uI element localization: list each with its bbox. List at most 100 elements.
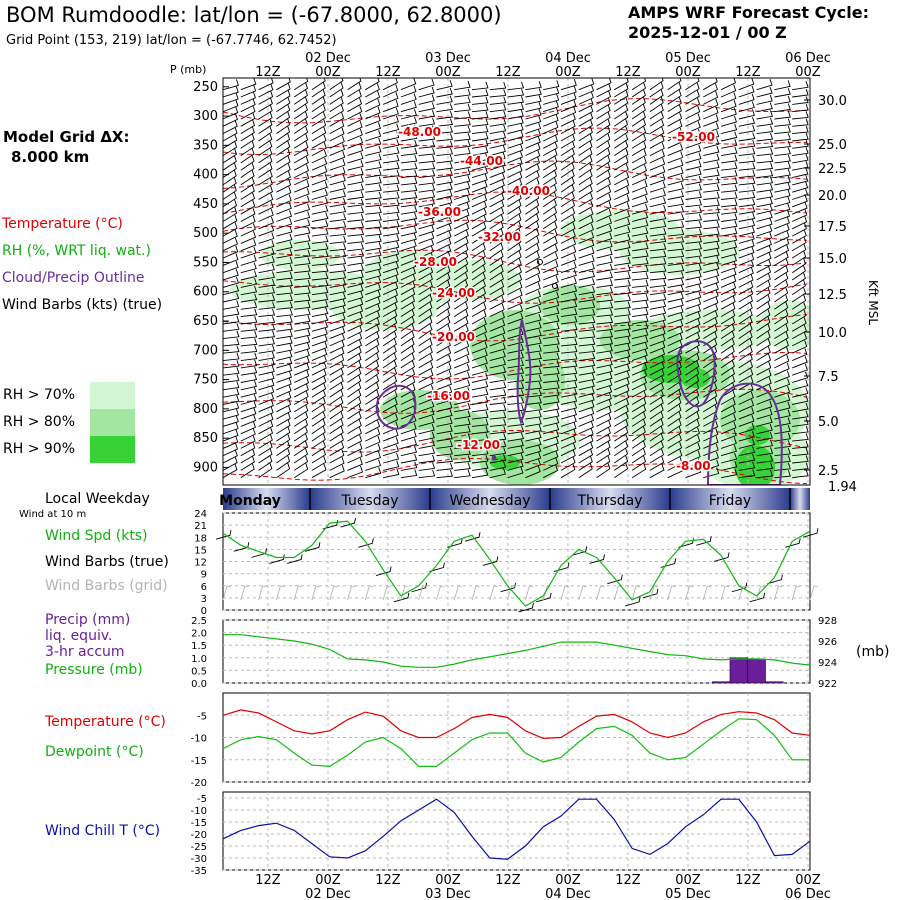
wind-barb <box>223 352 240 362</box>
wind-barb <box>525 115 542 127</box>
wind-barb <box>632 293 649 303</box>
wind-barb <box>614 78 629 91</box>
wind-barb <box>792 348 808 362</box>
temperature-contour-label: -20.00 <box>432 330 475 344</box>
wind-barb <box>738 116 756 127</box>
wind-barb <box>329 151 346 164</box>
wind-chill-line <box>222 798 811 860</box>
wind-barb <box>382 367 398 383</box>
wind-barb <box>258 365 275 376</box>
wind-barb <box>507 396 525 405</box>
pressure-tick-label: 700 <box>193 343 218 358</box>
wind-barb <box>454 111 471 120</box>
wind-barb <box>347 346 362 361</box>
wind-barb <box>223 435 239 449</box>
wind-barb <box>720 100 737 113</box>
wind-barb <box>436 237 452 252</box>
wind-barb <box>489 447 507 457</box>
wind-barb <box>542 191 557 208</box>
wind-barb <box>756 469 774 479</box>
wind-barb <box>631 148 647 164</box>
wind-barb <box>560 106 577 120</box>
wind-barb <box>631 126 647 142</box>
wind-barb <box>240 407 257 420</box>
wind-barb <box>560 177 575 193</box>
wind-barb <box>685 458 701 471</box>
wind-barb <box>365 220 382 230</box>
wind-barb <box>365 83 380 98</box>
wind-barb <box>560 120 576 134</box>
grid-wind-barb <box>524 585 534 601</box>
surface-wind-barb <box>464 532 481 542</box>
wind-barb <box>258 286 276 296</box>
wind-barb <box>614 377 630 391</box>
temperature-contour-label: -44.00 <box>460 154 503 168</box>
wind-barb <box>347 458 363 471</box>
wind-barb <box>596 419 612 435</box>
wind-barb <box>347 450 363 464</box>
wind-barb <box>436 432 453 442</box>
wind-barb <box>507 359 524 369</box>
wind-barb <box>276 111 291 127</box>
wind-barb <box>258 358 275 369</box>
wind-barb <box>453 272 469 288</box>
wind-barb <box>685 90 700 105</box>
wind-barb <box>240 84 257 98</box>
wind-barb <box>649 320 666 332</box>
wind-barb <box>489 342 506 354</box>
wind-barb <box>578 147 593 164</box>
grid-wind-barb <box>329 585 338 601</box>
wind-barb <box>649 327 666 340</box>
wind-barb <box>649 347 666 362</box>
wind-barb <box>596 365 613 376</box>
wind-barb <box>774 80 791 91</box>
wind-barb <box>738 453 756 464</box>
wind-barb <box>471 180 488 193</box>
wind-barb <box>721 154 738 164</box>
wind-barb <box>685 228 703 237</box>
wind-barb <box>436 258 451 274</box>
wind-barb <box>543 450 559 464</box>
wind-barb <box>400 101 417 113</box>
wind-barb <box>738 198 756 208</box>
wind-barb <box>329 96 344 113</box>
wind-barb <box>454 88 471 98</box>
wind-barb <box>631 164 648 179</box>
wind-barb <box>507 157 523 171</box>
wind-barb <box>738 169 756 179</box>
wind-barb <box>258 337 275 347</box>
wind-barb <box>329 367 344 383</box>
wind-barb <box>703 78 718 91</box>
wind-barb <box>525 251 540 266</box>
wind-barb <box>223 261 239 274</box>
wind-barb <box>293 397 309 413</box>
wind-barb <box>756 279 771 296</box>
wind-barb <box>649 341 666 354</box>
wind-barb <box>400 438 417 449</box>
wind-barb <box>311 448 327 464</box>
wind-barb <box>382 390 398 405</box>
wind-barb <box>400 461 418 471</box>
wind-barb <box>774 140 791 149</box>
wind-barb <box>418 94 435 105</box>
wind-barb <box>223 199 238 215</box>
wind-barb <box>454 202 470 215</box>
wind-barb <box>631 82 647 98</box>
grid-wind-barb <box>258 585 267 601</box>
wind-barb <box>471 440 489 449</box>
wind-barb <box>454 188 471 200</box>
surface-wind-barb <box>287 554 303 564</box>
wind-barb <box>454 447 471 457</box>
wind-barb <box>703 338 718 354</box>
wind-barb <box>543 307 560 318</box>
wind-barb <box>489 89 507 98</box>
wind-barb <box>489 403 507 413</box>
kft-tick-label: 7.5 <box>818 370 839 385</box>
wind-barb <box>720 92 737 105</box>
wind-barb <box>294 187 310 200</box>
wind-barb <box>329 220 347 230</box>
wind-barb <box>382 375 398 391</box>
wind-barb <box>703 282 719 296</box>
wind-barb <box>525 282 541 296</box>
wind-barb <box>276 178 292 193</box>
